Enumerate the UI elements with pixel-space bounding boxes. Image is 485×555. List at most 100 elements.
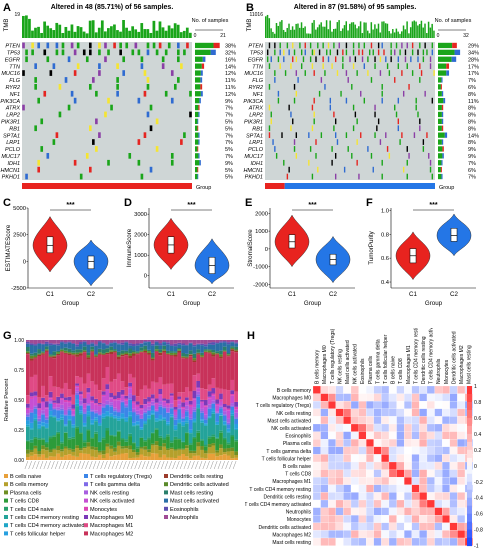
mutation-cell <box>156 50 159 56</box>
corr-cell <box>313 432 321 440</box>
stacked-bar-segment <box>83 384 87 399</box>
stacked-bar-segment <box>136 351 140 352</box>
corr-cell <box>419 477 427 485</box>
sample-tick <box>59 461 62 469</box>
stacked-bar-segment <box>106 411 110 415</box>
stacked-bar-segment <box>143 353 147 386</box>
stacked-bar-segment <box>196 355 200 374</box>
corr-cell <box>412 394 420 402</box>
stacked-bar-segment <box>140 449 144 455</box>
stacked-bar-segment <box>189 418 193 420</box>
sample-tick <box>165 461 168 469</box>
stacked-bar-segment <box>41 403 45 411</box>
mutation-cell <box>371 153 372 159</box>
stacked-bar-segment <box>87 357 91 359</box>
stacked-bar-segment <box>181 357 185 358</box>
stacked-bar-segment <box>109 405 113 407</box>
corr-cell <box>374 492 382 500</box>
tmb-bar <box>272 32 273 38</box>
group-bar-c1 <box>265 183 285 189</box>
oncoplot-title: Altered in 87 (91.58%) of 95 samples. <box>294 4 417 11</box>
stacked-bar-segment <box>109 398 113 402</box>
stacked-y-tick: 0.75 <box>14 368 24 374</box>
stacked-bar-segment <box>166 399 170 403</box>
corr-cell <box>374 470 382 478</box>
stacked-bar-segment <box>121 395 125 396</box>
sample-tick <box>142 461 145 469</box>
stacked-bar-segment <box>140 437 144 438</box>
stacked-bar-segment <box>132 443 136 450</box>
corr-cell <box>389 523 397 531</box>
stacked-bar-segment <box>45 395 49 401</box>
corr-cell <box>343 409 351 417</box>
stacked-bar-segment <box>60 341 64 342</box>
stacked-bar-segment <box>113 353 117 380</box>
corr-cell <box>359 394 367 402</box>
stacked-bar-segment <box>196 353 200 354</box>
tmb-bar <box>315 30 316 38</box>
legend-label: B cells memory <box>10 482 48 488</box>
mutation-cell <box>324 84 325 90</box>
corr-cell <box>313 454 321 462</box>
corr-row-label: Macrophages M1 <box>272 479 311 485</box>
tmb-bar <box>324 27 325 38</box>
legend-label: T cells CD4 memory activated <box>10 523 85 529</box>
stacked-bar-segment <box>94 434 98 447</box>
stacked-bar-segment <box>102 343 106 349</box>
corr-cell <box>366 394 374 402</box>
stacked-bar-segment <box>177 392 181 396</box>
mutation-cell <box>269 132 270 138</box>
mutation-cell <box>412 43 413 49</box>
stacked-bar-segment <box>60 418 64 420</box>
samples-axis-label: No. of samples <box>192 18 229 24</box>
stacked-bar-segment <box>196 408 200 430</box>
stacked-bar-segment <box>79 391 83 394</box>
stacked-bar-segment <box>215 422 219 425</box>
corr-cell <box>343 439 351 447</box>
corr-cell <box>313 530 321 538</box>
corr-cell <box>427 394 435 402</box>
stacked-bar-segment <box>196 353 200 354</box>
mutation-cell <box>355 112 356 118</box>
stacked-bar-segment <box>234 424 238 429</box>
mutation-cell <box>89 167 92 173</box>
stacked-bar-segment <box>208 454 212 460</box>
mutation-cell <box>71 91 74 97</box>
stacked-bar-segment <box>49 345 53 354</box>
stacked-bar-segment <box>151 444 155 446</box>
stacked-bar-segment <box>147 340 151 341</box>
tmb-bar <box>335 29 336 38</box>
corr-cell <box>359 401 367 409</box>
mutation-cell <box>403 91 404 97</box>
stacked-bar-segment <box>26 454 30 457</box>
mutation-cell <box>141 174 144 180</box>
stacked-bar-segment <box>87 430 91 442</box>
stacked-bar-segment <box>219 406 223 407</box>
stacked-bar-segment <box>193 354 197 358</box>
corr-cell <box>419 470 427 478</box>
corr-cell <box>313 462 321 470</box>
corr-cell <box>381 523 389 531</box>
corr-cell <box>427 500 435 508</box>
stacked-bar-segment <box>147 449 151 452</box>
tmb-bar <box>55 23 58 38</box>
stacked-bar-segment <box>143 440 147 441</box>
corr-cell <box>321 515 329 523</box>
stacked-bar-segment <box>230 348 234 349</box>
stacked-bar-segment <box>106 447 110 454</box>
stacked-bar-segment <box>208 419 212 437</box>
stacked-bar-segment <box>189 420 193 430</box>
corr-cell <box>343 454 351 462</box>
stacked-bar-segment <box>140 427 144 429</box>
tmb-bar <box>34 28 37 38</box>
sample-count-bar <box>442 139 443 144</box>
sample-count-bar <box>202 64 204 69</box>
stacked-bar-segment <box>189 458 193 460</box>
stacked-bar-segment <box>90 409 94 411</box>
stacked-bar-segment <box>98 414 102 415</box>
stacked-bar-segment <box>98 411 102 414</box>
stacked-bar-segment <box>166 425 170 434</box>
stacked-bar-segment <box>151 445 155 453</box>
stacked-y-tick: 0.50 <box>14 398 24 404</box>
stacked-bar-segment <box>140 340 144 343</box>
